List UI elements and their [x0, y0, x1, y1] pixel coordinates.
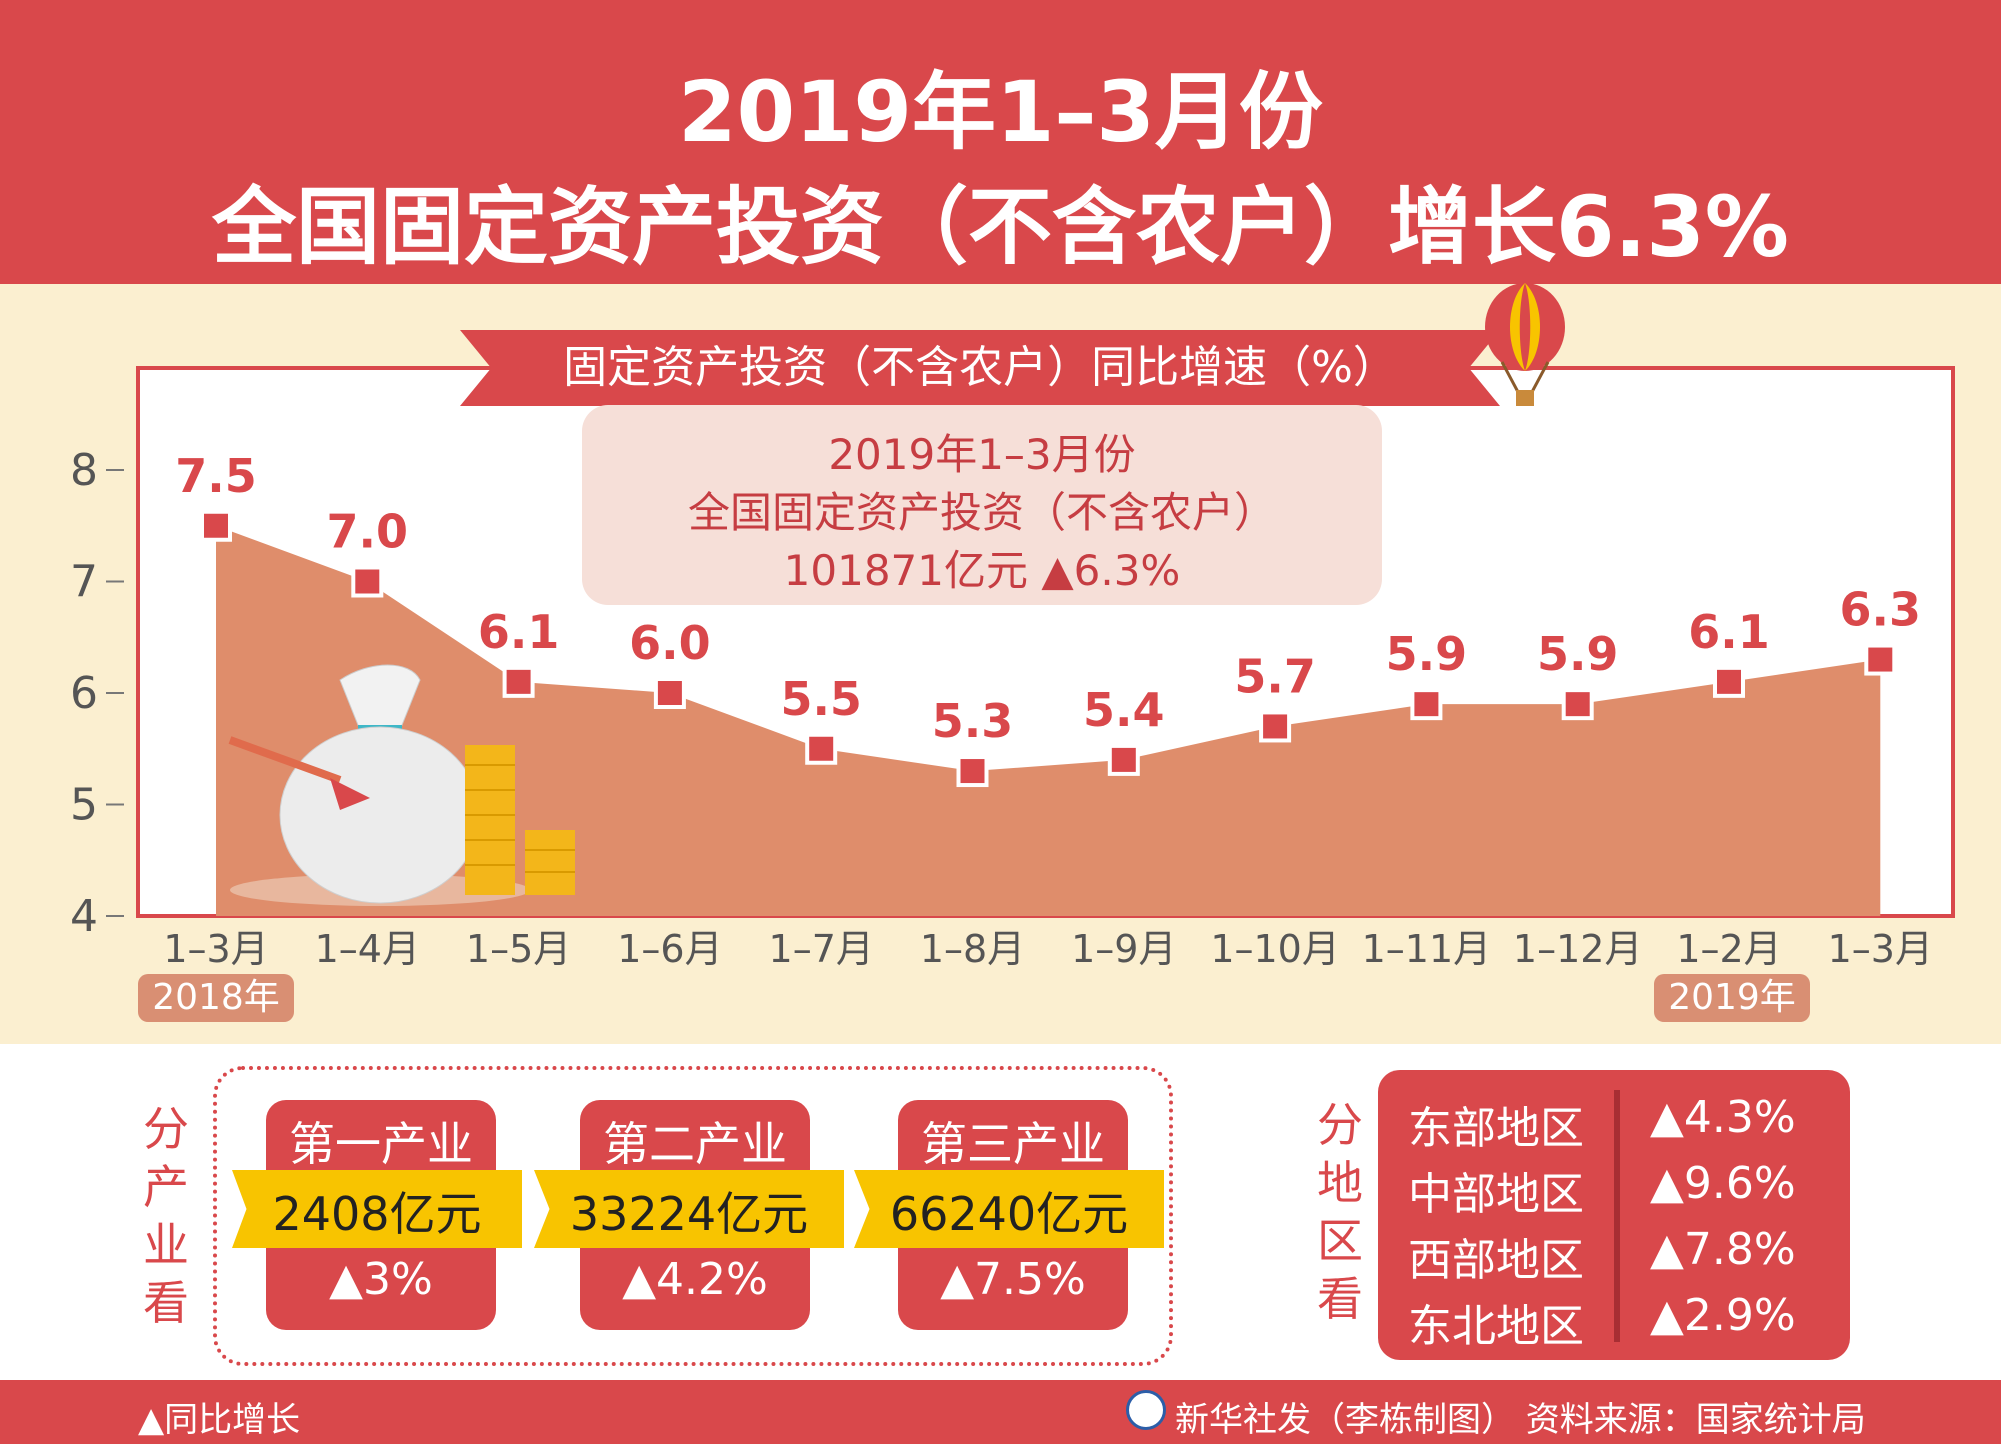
- region-growth-west: ▲7.8%: [1650, 1224, 1796, 1275]
- x-tick-label: 1–2月: [1676, 927, 1781, 971]
- x-tick-label: 1–11月: [1362, 927, 1492, 971]
- year-tag-2019: 2019年: [1654, 974, 1810, 1022]
- data-point-marker: [1713, 665, 1745, 698]
- data-label: 5.9: [1537, 627, 1619, 681]
- data-point-marker: [1561, 688, 1594, 721]
- data-point-marker: [1410, 688, 1443, 721]
- data-point-marker: [351, 565, 384, 598]
- industry-growth-1: ▲3%: [329, 1254, 433, 1305]
- year-tag-2018: 2018年: [138, 974, 294, 1022]
- data-point-marker: [1259, 710, 1292, 743]
- footer-bar: [0, 1380, 2001, 1444]
- area-series: [216, 525, 1881, 916]
- region-divider: [1614, 1090, 1620, 1342]
- y-tick-label: 5: [70, 780, 98, 831]
- data-point-marker: [502, 665, 535, 698]
- region-name-east: 东部地区: [1408, 1103, 1584, 1154]
- x-tick-label: 1–3月: [163, 927, 268, 971]
- footer-legend: ▲同比增长: [138, 1400, 301, 1440]
- data-point-marker: [805, 732, 838, 765]
- industry-ribbon-3: [854, 1170, 1164, 1248]
- region-section-label: 分地区看: [1310, 1096, 1370, 1328]
- x-tick-label: 1–12月: [1513, 927, 1643, 971]
- industry-ribbon-1: [232, 1170, 522, 1248]
- y-tick-label: 7: [70, 557, 98, 608]
- callout-line3: 101871亿元 ▲6.3%: [783, 546, 1181, 595]
- x-tick-label: 1–6月: [617, 927, 722, 971]
- industry-name-3: 第三产业: [921, 1117, 1105, 1171]
- data-label: 6.0: [629, 616, 711, 670]
- industry-label-text: 分产业看: [143, 1102, 189, 1330]
- industry-value-3: 66240亿元: [889, 1187, 1129, 1241]
- xinhua-logo-icon: [1126, 1390, 1166, 1430]
- y-tick-label: 4: [70, 891, 98, 942]
- y-tick-label: 6: [70, 668, 98, 719]
- region-label-text: 分地区看: [1317, 1098, 1363, 1326]
- region-growth-northeast: ▲2.9%: [1650, 1290, 1796, 1341]
- region-growth-central: ▲9.6%: [1650, 1158, 1796, 1209]
- region-name-northeast: 东北地区: [1408, 1301, 1584, 1352]
- page-title-line2: 全国固定资产投资（不含农户）增长6.3%: [212, 178, 1789, 276]
- industry-value-2: 33224亿元: [569, 1187, 809, 1241]
- data-label: 6.1: [1688, 605, 1770, 659]
- industry-growth-2: ▲4.2%: [622, 1254, 768, 1305]
- balloon-icon: [1485, 283, 1565, 406]
- industry-name-1: 第一产业: [289, 1117, 473, 1171]
- data-label: 5.9: [1386, 627, 1468, 681]
- industry-value-1: 2408亿元: [272, 1187, 482, 1241]
- data-label: 5.3: [932, 694, 1014, 748]
- x-tick-label: 1–9月: [1071, 927, 1176, 971]
- callout-line2: 全国固定资产投资（不含农户）: [687, 488, 1276, 537]
- y-tick-label: 8: [70, 445, 98, 496]
- x-tick-label: 1–8月: [920, 927, 1025, 971]
- data-point-marker: [200, 509, 232, 542]
- data-label: 7.0: [327, 505, 409, 559]
- x-tick-label: 1–5月: [466, 927, 571, 971]
- data-label: 5.5: [780, 672, 862, 726]
- industry-growth-3: ▲7.5%: [940, 1254, 1086, 1305]
- x-tick-label: 1–7月: [769, 927, 874, 971]
- data-label: 5.4: [1083, 683, 1165, 737]
- data-label: 6.1: [478, 605, 560, 659]
- region-growth-east: ▲4.3%: [1650, 1092, 1796, 1143]
- callout-line1: 2019年1–3月份: [828, 430, 1136, 479]
- data-point-marker: [653, 677, 686, 709]
- data-point-marker: [1107, 743, 1140, 776]
- page-title-line1: 2019年1–3月份: [678, 63, 1323, 161]
- industry-ribbon-2: [534, 1170, 844, 1248]
- chart-title: 固定资产投资（不含农户）同比增速（%）: [460, 330, 1500, 406]
- summary-callout: 2019年1–3月份 全国固定资产投资（不含农户） 101871亿元 ▲6.3%: [582, 405, 1382, 605]
- x-tick-label: 1–4月: [315, 927, 420, 971]
- data-point-marker: [956, 755, 989, 788]
- money-bag-icon: [228, 664, 575, 906]
- region-name-central: 中部地区: [1408, 1169, 1584, 1220]
- data-point-marker: [1864, 643, 1897, 676]
- industry-name-2: 第二产业: [603, 1117, 787, 1171]
- header-banner: [0, 0, 2001, 284]
- footer-source: 新华社发（李栋制图） 资料来源：国家统计局: [1175, 1400, 1866, 1440]
- x-tick-label: 1–3月: [1828, 927, 1933, 971]
- x-tick-label: 1–10月: [1210, 927, 1340, 971]
- data-label: 7.5: [175, 449, 257, 503]
- industry-section-label: 分产业看: [136, 1100, 196, 1332]
- region-name-west: 西部地区: [1408, 1235, 1584, 1286]
- data-label: 5.7: [1234, 649, 1316, 703]
- industry-group: [213, 1066, 1173, 1366]
- data-label: 6.3: [1840, 583, 1922, 637]
